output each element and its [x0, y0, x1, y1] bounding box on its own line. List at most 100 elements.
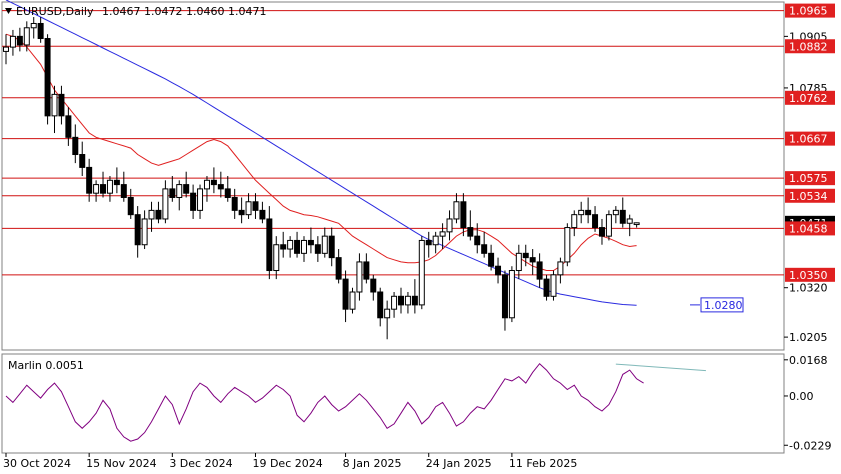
candle-body — [245, 201, 252, 216]
candle — [210, 167, 217, 194]
candle-body — [592, 214, 599, 229]
candle-body — [474, 235, 481, 246]
candle — [418, 236, 425, 310]
candle — [287, 236, 294, 258]
candle-body — [598, 227, 605, 237]
price-tick-label: 1.0205 — [789, 331, 828, 344]
candle-body — [391, 295, 398, 310]
candle — [51, 85, 58, 134]
candle — [564, 223, 571, 267]
x-axis-layer: 30 Oct 2024 15 Nov 2024 3 Dec 2024 19 Dec 2… — [3, 453, 577, 470]
candle — [155, 201, 162, 224]
candle — [294, 231, 301, 258]
candle — [425, 231, 432, 258]
candle — [384, 300, 391, 340]
candle — [432, 231, 439, 254]
level-tag-label: 1.0667 — [789, 133, 828, 146]
candle-body — [287, 239, 294, 250]
candle-body — [522, 252, 529, 259]
candle — [328, 227, 335, 267]
candle-body — [238, 209, 245, 216]
candle — [231, 188, 238, 219]
candle — [100, 171, 107, 198]
candle-body — [190, 192, 197, 211]
candle-body — [432, 235, 439, 246]
candle — [106, 176, 113, 202]
x-tick-label: 8 Jan 2025 — [343, 457, 402, 470]
candle-body — [231, 196, 238, 211]
candle-body — [626, 218, 633, 224]
candle-body — [141, 218, 148, 246]
candle-body — [384, 308, 391, 319]
indicator-tick-label: 0.0168 — [789, 354, 828, 367]
indicator-tick-label: -0.0229 — [789, 439, 831, 452]
candle-body — [453, 201, 460, 220]
level-tag — [785, 171, 835, 186]
candle-body — [72, 136, 79, 156]
candle — [197, 184, 204, 219]
candle-body — [148, 209, 155, 220]
candle-body — [418, 239, 425, 306]
candle — [460, 193, 467, 237]
candle — [321, 227, 328, 258]
ma-blue-line — [5, 0, 637, 306]
candle — [65, 107, 72, 146]
candle — [501, 270, 508, 331]
candle — [3, 34, 9, 65]
candle — [585, 197, 592, 224]
blue-marker-label: 1.0280 — [704, 299, 743, 312]
candle — [488, 244, 495, 271]
price-axis-layer: 1.09051.07851.03201.02051.04551.04711.09… — [690, 3, 835, 344]
candles-layer — [3, 17, 640, 340]
candle-body — [605, 214, 612, 237]
candle-body — [23, 27, 30, 46]
candle-body — [377, 291, 384, 319]
candle-body — [106, 179, 113, 194]
candle — [467, 210, 474, 241]
candle-body — [58, 93, 65, 117]
candle — [307, 227, 314, 254]
candle-body — [210, 179, 217, 186]
candle-body — [335, 257, 342, 280]
candle-body — [619, 209, 626, 224]
candle — [44, 34, 51, 125]
candle — [592, 206, 599, 232]
price-tick-label: 1.0320 — [789, 282, 828, 295]
candle — [446, 210, 453, 241]
level-tag-label: 1.0882 — [789, 40, 828, 53]
candle — [224, 176, 231, 202]
candle — [113, 167, 120, 194]
candle-body — [44, 38, 51, 117]
candle — [300, 236, 307, 262]
candle-body — [460, 201, 467, 229]
candle — [550, 270, 557, 301]
candle — [58, 85, 65, 125]
candle — [633, 222, 640, 228]
candle — [252, 193, 259, 219]
candle — [9, 29, 16, 56]
candle-body — [439, 231, 446, 237]
x-tick-label: 15 Nov 2024 — [86, 457, 156, 470]
level-tag — [785, 3, 835, 18]
candle-body — [515, 252, 522, 272]
level-tag — [785, 267, 835, 282]
candle — [474, 223, 481, 254]
candle — [238, 197, 245, 224]
chart-menu-icon[interactable] — [5, 8, 12, 14]
candle-body — [342, 278, 349, 310]
candle-body — [79, 154, 86, 168]
candle-body — [529, 257, 536, 263]
candle-body — [536, 261, 543, 280]
candle-body — [169, 188, 176, 198]
candle — [598, 218, 605, 245]
marlin-line — [5, 362, 644, 442]
candle — [508, 266, 515, 323]
candle-body — [508, 270, 515, 319]
ma-red-line — [5, 33, 637, 271]
indicator-panel-frame — [1, 353, 785, 454]
candle — [626, 214, 633, 237]
candle-body — [398, 295, 405, 306]
candle — [453, 193, 460, 224]
candle — [495, 257, 502, 284]
